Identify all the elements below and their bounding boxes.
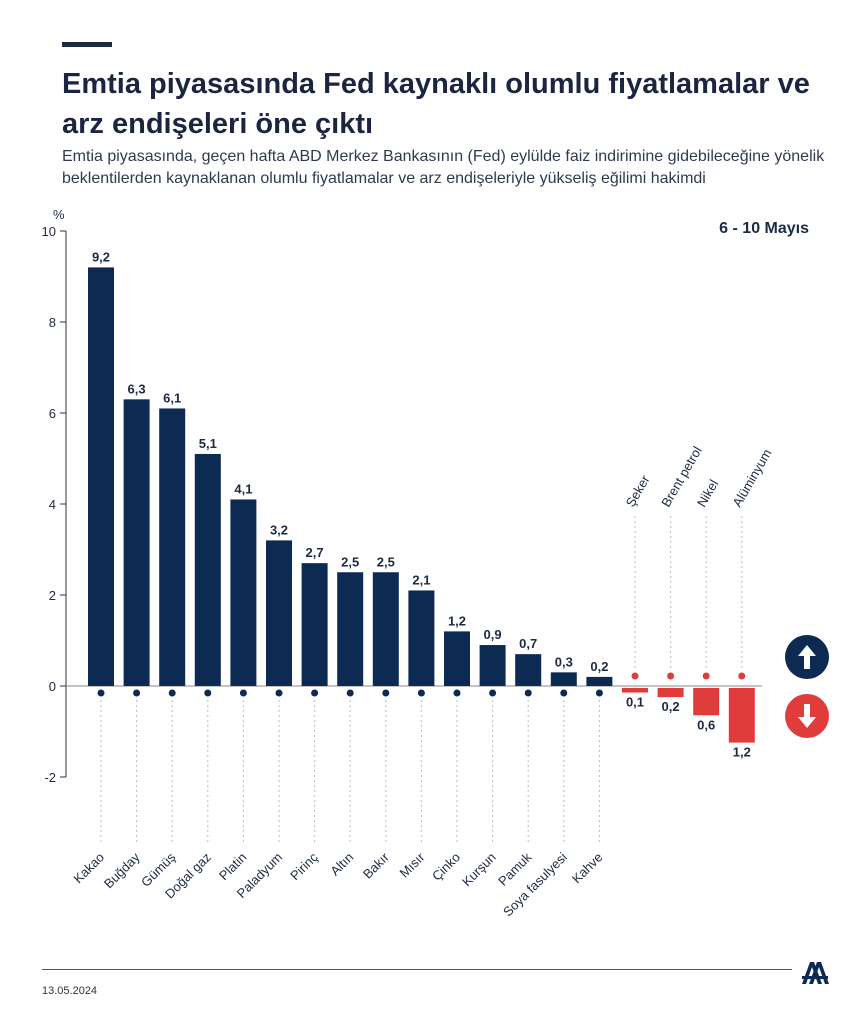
bar xyxy=(657,688,684,698)
category-label: Platin xyxy=(216,850,250,884)
y-tick-label: 6 xyxy=(49,406,56,421)
category-label: Altın xyxy=(327,850,356,879)
category-label: Buğday xyxy=(101,849,143,891)
bar xyxy=(123,399,150,686)
category-label: Mısır xyxy=(396,849,428,881)
bar-icon xyxy=(346,689,354,697)
bar xyxy=(88,267,114,686)
category-label: Bakır xyxy=(360,849,393,882)
bar xyxy=(550,672,577,686)
bar xyxy=(693,688,720,716)
value-label: 2,5 xyxy=(377,554,395,569)
bar xyxy=(159,408,186,686)
category-label: Pirinç xyxy=(287,849,321,883)
oil-icon xyxy=(667,672,675,680)
value-label: 6,1 xyxy=(163,390,181,405)
bar-icon xyxy=(738,672,746,680)
period-label: 6 - 10 Mayıs xyxy=(719,220,809,237)
y-tick-label: 10 xyxy=(42,224,56,239)
bar-icon xyxy=(382,689,390,697)
bar-icon xyxy=(239,689,247,697)
value-label: 4,1 xyxy=(234,481,252,496)
bar-icon xyxy=(168,689,176,697)
arrow-down-icon xyxy=(785,694,829,738)
bar xyxy=(408,590,435,686)
value-label: 0,1 xyxy=(626,695,644,710)
category-label: Şeker xyxy=(623,472,653,509)
value-label: 9,2 xyxy=(92,249,110,264)
value-label: 3,2 xyxy=(270,522,288,537)
value-label: 2,5 xyxy=(341,554,359,569)
bar xyxy=(372,572,399,686)
category-label: Kahve xyxy=(569,850,606,887)
bar xyxy=(266,540,292,686)
bar xyxy=(479,645,506,686)
bar xyxy=(337,572,364,686)
bar-icon xyxy=(489,689,497,697)
value-label: 0,3 xyxy=(555,654,573,669)
bar-icon xyxy=(275,689,283,697)
bar xyxy=(515,654,542,686)
footer-rule xyxy=(42,969,792,970)
bar xyxy=(301,563,328,686)
bar xyxy=(194,453,221,686)
y-tick-label: -2 xyxy=(44,770,56,785)
soybean-icon xyxy=(560,689,568,697)
value-label: 0,2 xyxy=(662,699,680,714)
category-label: Nikel xyxy=(694,477,721,510)
value-label: 0,7 xyxy=(519,636,537,651)
value-label: 2,1 xyxy=(412,572,430,587)
flame-icon xyxy=(204,689,212,697)
wheat-icon xyxy=(133,689,141,697)
brass-icon xyxy=(311,689,319,697)
value-label: 5,1 xyxy=(199,436,217,451)
value-label: 0,2 xyxy=(590,659,608,674)
y-tick-label: 8 xyxy=(49,315,56,330)
bar xyxy=(622,688,648,693)
page-title: Emtia piyasasında Fed kaynaklı olumlu fi… xyxy=(62,68,810,140)
aa-logo xyxy=(802,962,829,984)
corn-icon xyxy=(417,689,425,697)
value-label: 1,2 xyxy=(448,613,466,628)
y-tick-label: 2 xyxy=(49,588,56,603)
y-tick-label: 0 xyxy=(49,679,56,694)
value-label: 0,6 xyxy=(697,717,715,732)
cotton-icon xyxy=(524,689,532,697)
arrow-up-icon xyxy=(785,635,829,679)
sugar-icon xyxy=(631,672,639,680)
bar-icon xyxy=(702,672,710,680)
category-label: Soya fasulyesi xyxy=(500,849,570,919)
value-label: 0,9 xyxy=(484,627,502,642)
category-label: Alüminyum xyxy=(729,446,774,509)
cocoa-icon xyxy=(97,689,105,697)
bar xyxy=(728,688,755,743)
bar xyxy=(444,631,470,686)
bar xyxy=(586,676,613,686)
bar xyxy=(230,499,257,686)
category-label: Kurşun xyxy=(459,850,499,890)
y-axis-unit: % xyxy=(53,207,65,222)
page-subtitle: Emtia piyasasında, geçen hafta ABD Merke… xyxy=(62,148,825,187)
bar-icon xyxy=(453,689,461,697)
y-tick-label: 4 xyxy=(49,497,56,512)
coffee-icon xyxy=(595,689,603,697)
value-label: 2,7 xyxy=(306,545,324,560)
footer-date: 13.05.2024 xyxy=(42,985,98,997)
value-label: 1,2 xyxy=(733,745,751,760)
value-label: 6,3 xyxy=(128,381,146,396)
top-accent-rule xyxy=(62,42,112,47)
